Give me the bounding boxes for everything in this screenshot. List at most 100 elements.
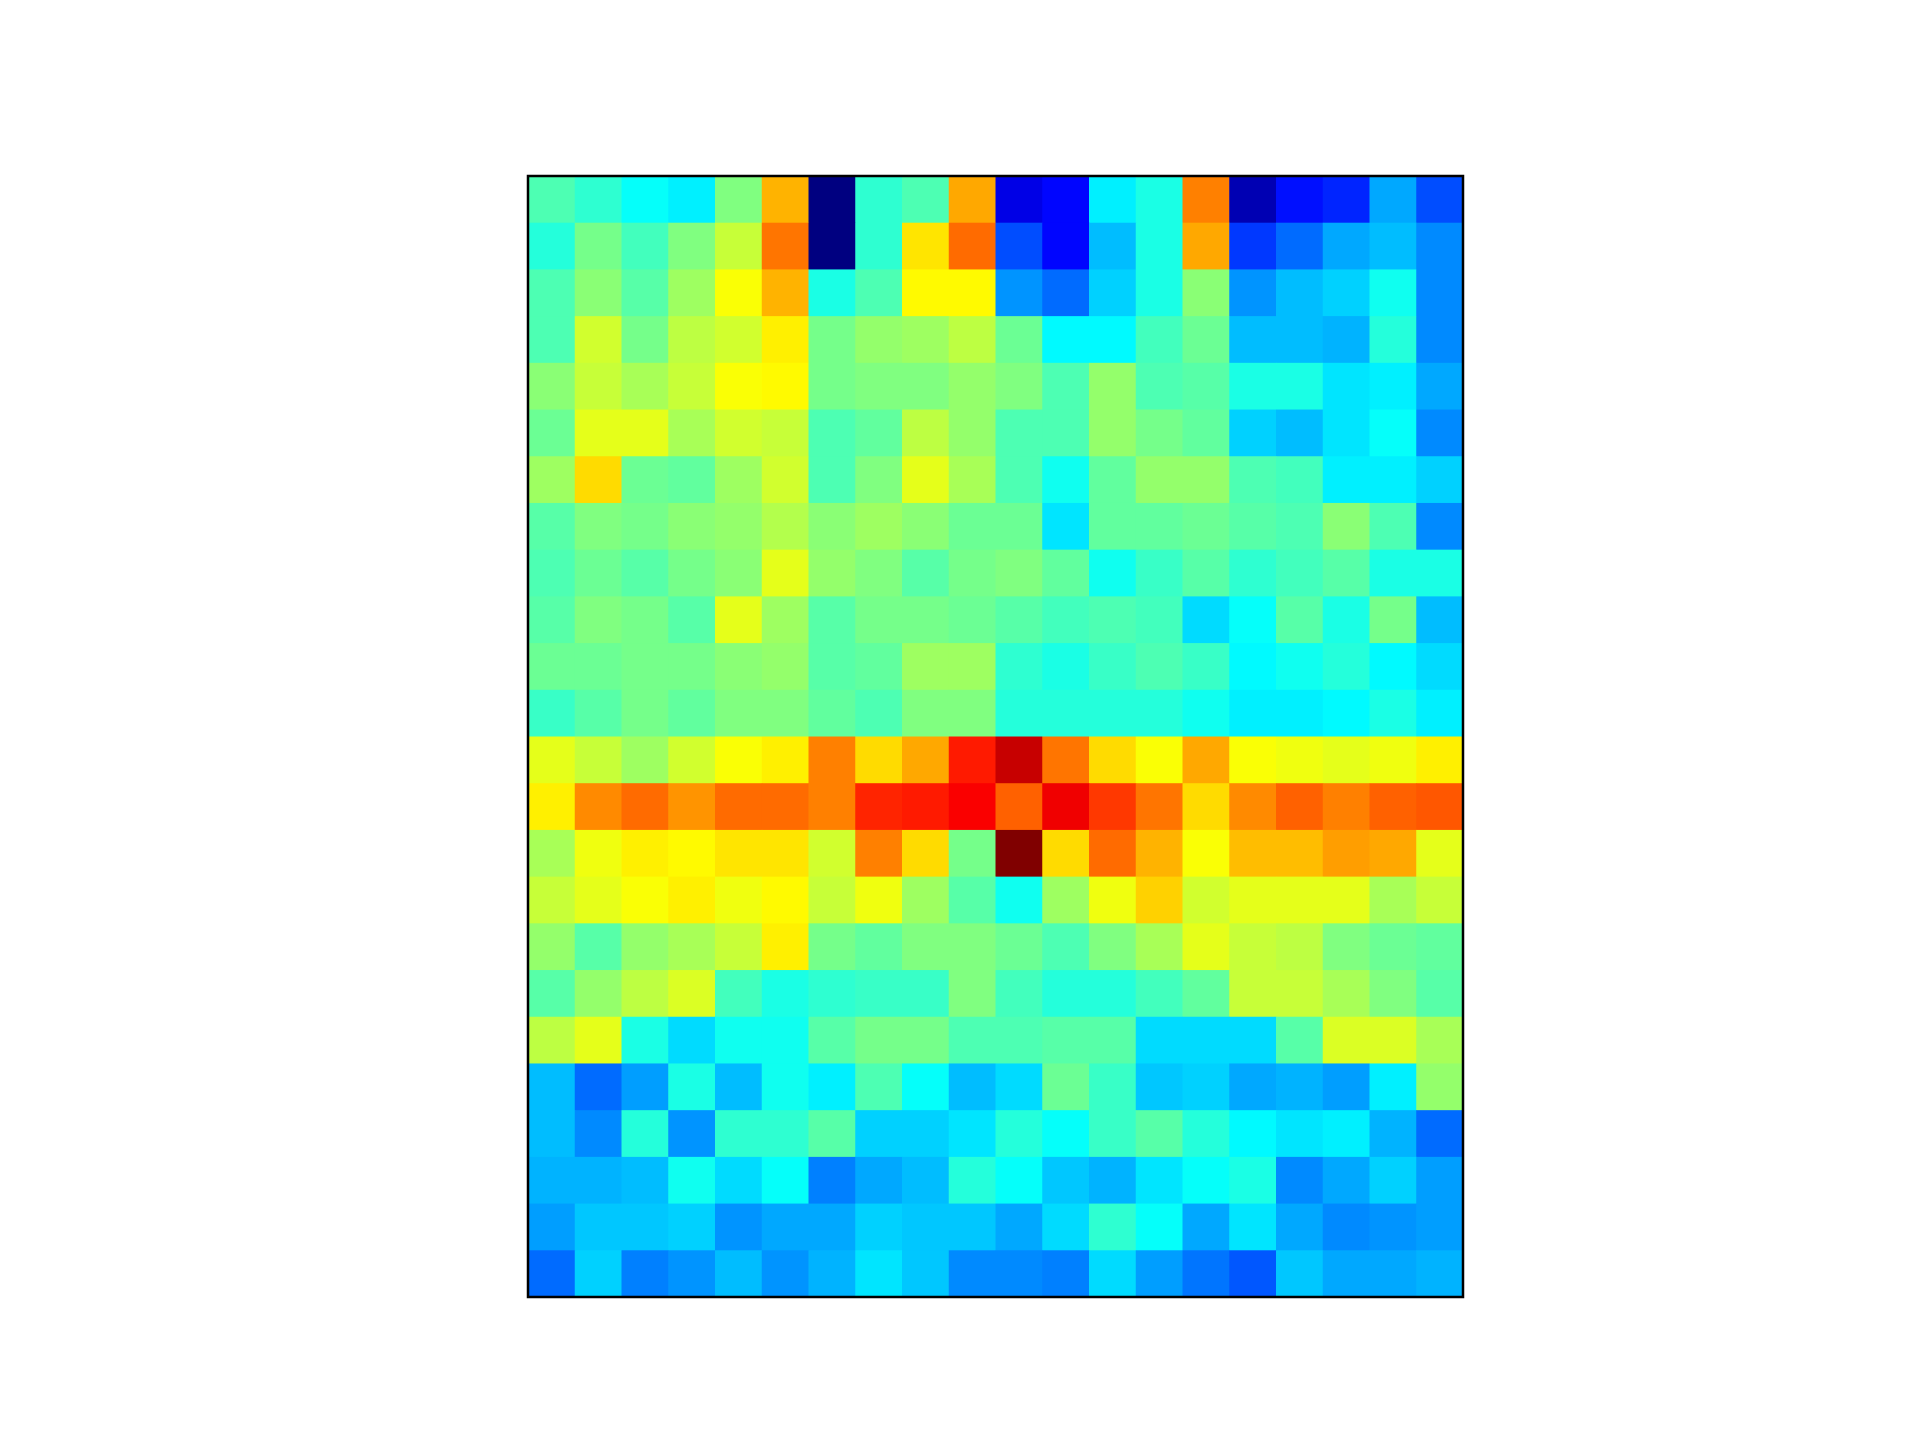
heatmap-cell-r8-c0	[528, 549, 576, 597]
heatmap-cell-r8-c5	[761, 549, 810, 597]
heatmap-cell-r9-c4	[715, 596, 763, 644]
heatmap-cell-r10-c9	[948, 643, 997, 691]
heatmap-cell-r11-c8	[902, 689, 950, 738]
heatmap-cell-r15-c0	[528, 876, 576, 924]
heatmap-cell-r4-c12	[1089, 362, 1137, 411]
heatmap-cell-r16-c2	[621, 923, 669, 971]
heatmap-cell-r10-c10	[995, 643, 1043, 691]
heatmap-cell-r1-c14	[1182, 222, 1230, 271]
heatmap-cell-r3-c0	[528, 316, 576, 364]
heatmap-cell-r14-c19	[1416, 829, 1464, 878]
heatmap-cell-r2-c16	[1276, 269, 1324, 317]
heatmap-cell-r14-c8	[902, 829, 950, 878]
heatmap-cell-r4-c8	[902, 362, 950, 411]
heatmap-cell-r16-c14	[1182, 923, 1230, 971]
heatmap-cell-r9-c19	[1416, 596, 1464, 644]
heatmap-cell-r18-c5	[761, 1016, 810, 1065]
heatmap-cell-r8-c7	[855, 549, 903, 597]
heatmap-cell-r9-c7	[855, 596, 903, 644]
heatmap-cell-r7-c1	[574, 502, 623, 551]
heatmap-cell-r22-c0	[528, 1203, 576, 1251]
heatmap-cell-r16-c3	[668, 923, 716, 971]
heatmap-cell-r2-c7	[855, 269, 903, 317]
heatmap-cell-r16-c1	[574, 923, 623, 971]
heatmap-cell-r21-c7	[855, 1156, 903, 1205]
heatmap-cell-r1-c0	[528, 222, 576, 271]
heatmap-cell-r7-c18	[1369, 502, 1417, 551]
heatmap-cell-r9-c14	[1182, 596, 1230, 644]
heatmap-cell-r17-c13	[1135, 970, 1184, 1018]
heatmap-cell-r11-c2	[621, 689, 669, 738]
heatmap-cell-r3-c4	[715, 316, 763, 364]
heatmap-cell-r23-c7	[855, 1250, 903, 1298]
heatmap-cell-r2-c1	[574, 269, 623, 317]
heatmap-cell-r13-c10	[995, 783, 1043, 831]
heatmap-cell-r8-c13	[1135, 549, 1184, 597]
heatmap-cell-r23-c18	[1369, 1250, 1417, 1298]
heatmap-cell-r12-c16	[1276, 736, 1324, 784]
heatmap-cell-r20-c0	[528, 1110, 576, 1158]
heatmap-cell-r0-c2	[621, 176, 669, 224]
heatmap-cell-r23-c11	[1042, 1250, 1090, 1298]
heatmap-cell-r15-c4	[715, 876, 763, 924]
heatmap-cell-r12-c5	[761, 736, 810, 784]
heatmap-cell-r15-c8	[902, 876, 950, 924]
heatmap-cell-r7-c19	[1416, 502, 1464, 551]
heatmap-cell-r19-c18	[1369, 1063, 1417, 1111]
heatmap-cell-r10-c11	[1042, 643, 1090, 691]
heatmap-cell-r18-c12	[1089, 1016, 1137, 1065]
heatmap-cell-r19-c7	[855, 1063, 903, 1111]
heatmap-cell-r17-c11	[1042, 970, 1090, 1018]
heatmap-cell-r23-c6	[808, 1250, 856, 1298]
heatmap-cell-r16-c15	[1229, 923, 1277, 971]
heatmap-cell-r14-c1	[574, 829, 623, 878]
heatmap-cell-r3-c17	[1322, 316, 1371, 364]
heatmap-cell-r2-c4	[715, 269, 763, 317]
heatmap-cell-r20-c16	[1276, 1110, 1324, 1158]
heatmap-cell-r16-c12	[1089, 923, 1137, 971]
heatmap-cell-r3-c18	[1369, 316, 1417, 364]
heatmap-cell-r18-c2	[621, 1016, 669, 1065]
heatmap-cell-r2-c19	[1416, 269, 1464, 317]
heatmap-cell-r23-c17	[1322, 1250, 1371, 1298]
heatmap-cell-r1-c4	[715, 222, 763, 271]
heatmap-cell-r18-c14	[1182, 1016, 1230, 1065]
heatmap-cell-r5-c10	[995, 409, 1043, 457]
heatmap-cell-r6-c15	[1229, 456, 1277, 504]
heatmap-cell-r9-c8	[902, 596, 950, 644]
heatmap-cell-r12-c12	[1089, 736, 1137, 784]
heatmap-cell-r1-c11	[1042, 222, 1090, 271]
heatmap-cell-r11-c11	[1042, 689, 1090, 738]
heatmap-cell-r17-c3	[668, 970, 716, 1018]
heatmap-cell-r11-c19	[1416, 689, 1464, 738]
heatmap-cell-r5-c16	[1276, 409, 1324, 457]
heatmap-cell-r15-c19	[1416, 876, 1464, 924]
heatmap-cell-r7-c4	[715, 502, 763, 551]
heatmap-cell-r22-c14	[1182, 1203, 1230, 1251]
heatmap-cell-r15-c2	[621, 876, 669, 924]
heatmap-cell-r21-c10	[995, 1156, 1043, 1205]
heatmap-cell-r7-c12	[1089, 502, 1137, 551]
heatmap-cell-r17-c2	[621, 970, 669, 1018]
heatmap-cell-r15-c3	[668, 876, 716, 924]
heatmap-cell-r23-c1	[574, 1250, 623, 1298]
heatmap-cell-r4-c14	[1182, 362, 1230, 411]
heatmap-cell-r15-c16	[1276, 876, 1324, 924]
heatmap-cell-r16-c6	[808, 923, 856, 971]
heatmap-cell-r6-c19	[1416, 456, 1464, 504]
heatmap-cell-r13-c19	[1416, 783, 1464, 831]
heatmap-cell-r11-c9	[948, 689, 997, 738]
heatmap-cell-r22-c7	[855, 1203, 903, 1251]
heatmap-cell-r10-c3	[668, 643, 716, 691]
heatmap-cell-r9-c9	[948, 596, 997, 644]
heatmap-cell-r2-c9	[948, 269, 997, 317]
heatmap-cell-r12-c14	[1182, 736, 1230, 784]
heatmap-cell-r13-c3	[668, 783, 716, 831]
heatmap-cell-r17-c15	[1229, 970, 1277, 1018]
heatmap-cell-r11-c13	[1135, 689, 1184, 738]
heatmap-cell-r19-c12	[1089, 1063, 1137, 1111]
heatmap-cell-r7-c17	[1322, 502, 1371, 551]
heatmap-cell-r2-c8	[902, 269, 950, 317]
heatmap-cell-r16-c16	[1276, 923, 1324, 971]
